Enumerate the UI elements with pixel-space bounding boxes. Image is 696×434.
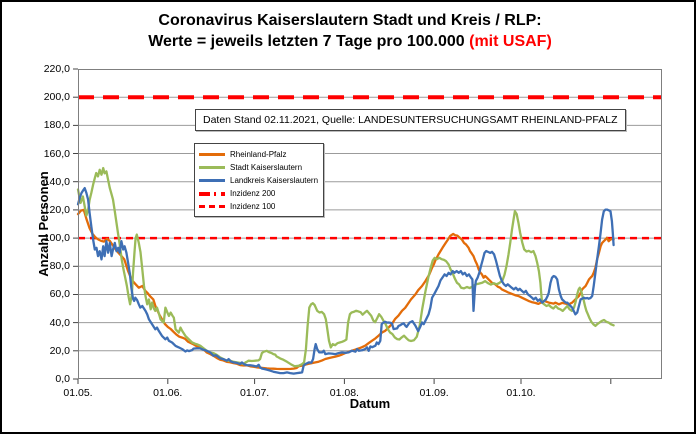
y-tick-label: 80,0	[49, 260, 70, 273]
legend-item-inzidenz-200: Inzidenz 200	[199, 187, 319, 200]
y-tick-label: 140,0	[43, 175, 70, 188]
x-tick-label: 01.06.	[153, 387, 183, 399]
y-tick-label: 120,0	[43, 203, 70, 216]
y-tick-label: 180,0	[43, 119, 70, 132]
legend-line-sample-icon	[199, 205, 225, 208]
x-tick-label: 01.05.	[63, 387, 93, 399]
legend-item-label: Inzidenz 100	[230, 202, 276, 211]
y-tick-label: 20,0	[49, 344, 70, 357]
y-tick-label: 60,0	[49, 288, 70, 301]
legend-line-sample-icon	[199, 166, 225, 169]
chart-title-line2-red: (mit USAF)	[469, 33, 552, 50]
y-tick-label: 100,0	[43, 232, 70, 245]
x-tick-label: 01.08.	[329, 387, 359, 399]
y-tick-label: 40,0	[49, 316, 70, 329]
chart-legend: Rheinland-Pfalz Stadt Kaiserslautern Lan…	[194, 143, 324, 217]
legend-item-inzidenz-100: Inzidenz 100	[199, 200, 319, 213]
legend-item-landkreis-kaiserslautern: Landkreis Kaiserslautern	[199, 174, 319, 187]
legend-item-label: Landkreis Kaiserslautern	[230, 176, 319, 185]
y-tick-label: 160,0	[43, 147, 70, 160]
legend-item-label: Rheinland-Pfalz	[230, 150, 287, 159]
legend-item-rheinland-pfalz: Rheinland-Pfalz	[199, 148, 319, 161]
legend-line-sample-icon	[199, 179, 225, 182]
plot-area	[73, 68, 662, 384]
x-tick-label: 01.09.	[419, 387, 449, 399]
legend-item-label: Stadt Kaiserslautern	[230, 163, 303, 172]
chart-title-line2: Werte = jeweils letzten 7 Tage pro 100.0…	[2, 31, 694, 52]
legend-line-sample-icon	[199, 191, 225, 196]
x-tick-label: 01.10.	[506, 387, 536, 399]
chart-title-line1: Coronavirus Kaiserslautern Stadt und Kre…	[158, 12, 542, 29]
y-tick-label: 200,0	[43, 91, 70, 104]
x-tick-label: 01.07.	[240, 387, 270, 399]
chart-title: Coronavirus Kaiserslautern Stadt und Kre…	[2, 10, 694, 52]
chart-title-line2-black: Werte = jeweils letzten 7 Tage pro 100.0…	[148, 33, 470, 50]
legend-item-label: Inzidenz 200	[230, 189, 276, 198]
y-tick-label: 0,0	[55, 373, 70, 385]
data-source-box: Daten Stand 02.11.2021, Quelle: LANDESUN…	[195, 109, 626, 131]
legend-item-stadt-kaiserslautern: Stadt Kaiserslautern	[199, 161, 319, 174]
x-axis-label: Datum	[349, 396, 391, 411]
y-tick-label: 220,0	[43, 63, 70, 75]
chart-plot-svg	[73, 68, 662, 384]
legend-line-sample-icon	[199, 153, 225, 156]
